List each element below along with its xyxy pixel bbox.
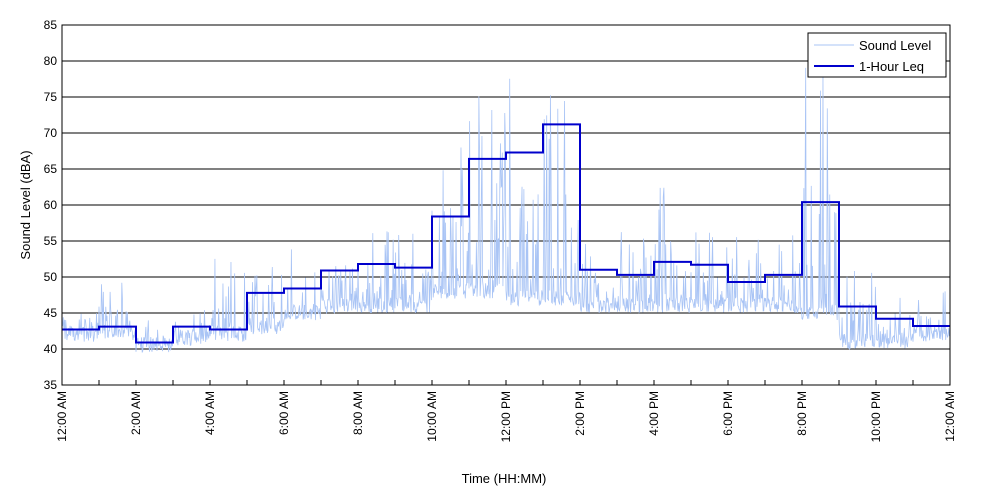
x-tick-label: 2:00 PM [573, 391, 587, 436]
y-tick-label: 45 [44, 306, 58, 320]
y-tick-label: 85 [44, 18, 58, 32]
axis-ticks [61, 24, 951, 386]
y-tick-label: 40 [44, 342, 58, 356]
x-axis-title: Time (HH:MM) [462, 471, 547, 486]
x-tick-label: 6:00 PM [721, 391, 735, 436]
legend-label-leq: 1-Hour Leq [859, 59, 924, 74]
x-tick-label: 6:00 AM [277, 391, 291, 435]
series-leq [62, 123, 950, 344]
y-tick-label: 70 [44, 126, 58, 140]
y-tick-label: 35 [44, 378, 58, 392]
x-tick-label: 12:00 PM [499, 391, 513, 442]
leq-step-line [62, 123, 950, 344]
y-tick-label: 75 [44, 90, 58, 104]
x-tick-label: 10:00 AM [425, 391, 439, 442]
x-tick-label: 12:00 AM [943, 391, 957, 442]
x-tick-label: 10:00 PM [869, 391, 883, 442]
x-tick-label: 8:00 AM [351, 391, 365, 435]
y-tick-label: 50 [44, 270, 58, 284]
y-tick-label: 60 [44, 198, 58, 212]
x-tick-label: 4:00 AM [203, 391, 217, 435]
series-sound-level [62, 67, 950, 353]
x-tick-label: 4:00 PM [647, 391, 661, 436]
y-tick-label: 80 [44, 54, 58, 68]
legend: Sound Level 1-Hour Leq [807, 32, 947, 78]
x-tick-label: 12:00 AM [55, 391, 69, 442]
sound-level-line [62, 67, 950, 353]
x-tick-label: 2:00 AM [129, 391, 143, 435]
y-tick-labels: 35 40 45 50 55 60 65 70 75 80 85 [44, 18, 58, 392]
y-tick-label: 55 [44, 234, 58, 248]
legend-box [807, 32, 947, 78]
legend-label-sound-level: Sound Level [859, 38, 931, 53]
x-tick-labels: 12:00 AM 2:00 AM 4:00 AM 6:00 AM 8:00 AM 10:0… [55, 391, 957, 442]
x-tick-label: 8:00 PM [795, 391, 809, 436]
y-axis-title: Sound Level (dBA) [18, 150, 33, 259]
y-tick-label: 65 [44, 162, 58, 176]
